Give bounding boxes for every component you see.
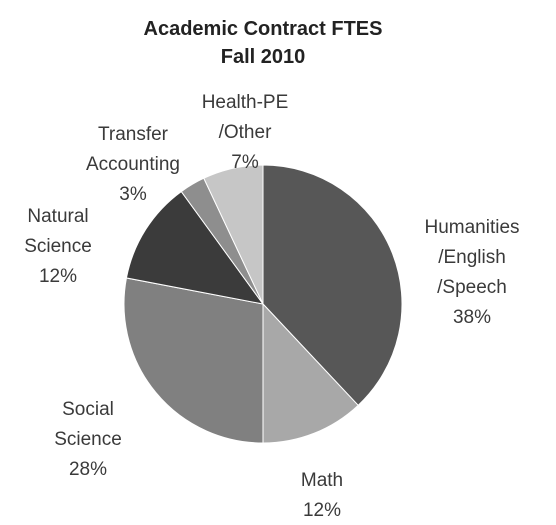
value-label: 12% [39, 266, 77, 287]
slice-label: Health-PE/Other [202, 92, 289, 143]
slice-label: Natural Science [24, 206, 92, 257]
pie-slice [123, 277, 264, 444]
chart-title-line: Fall 2010 [221, 46, 306, 68]
slice-label-line: Health-PE [202, 92, 289, 113]
pie-slice [262, 164, 403, 407]
chart-title: Academic Contract FTES Fall 2010 [144, 18, 383, 68]
value-label: 7% [231, 152, 259, 173]
slice-label-line: Humanities [424, 217, 519, 238]
pie-slice [203, 164, 264, 305]
slice-label-line: /Speech [437, 277, 507, 298]
chart-title-line: Academic Contract FTES [144, 18, 383, 40]
slice-label-line: /English [438, 247, 506, 268]
slice-label-line: /Other [219, 122, 272, 143]
value-label: 3% [119, 184, 147, 205]
pie-slice [125, 190, 265, 305]
slice-label-line: Transfer [98, 124, 169, 145]
slice-label: Math [301, 470, 343, 491]
value-label: 12% [303, 500, 341, 521]
slice-label-line: Accounting [86, 154, 180, 175]
slice-label-line: Social [62, 399, 114, 420]
slice-label-line: Math [301, 470, 343, 491]
value-label: 38% [453, 307, 491, 328]
slice-label-line: Science [54, 429, 122, 450]
slice-label: Social Science [54, 399, 122, 450]
pie-slice [262, 302, 359, 444]
value-label: 28% [69, 459, 107, 480]
slice-label-line: Science [24, 236, 92, 257]
slice-label: Transfer Accounting [86, 124, 180, 175]
slice-label-line: Natural [27, 206, 88, 227]
slice-label: Humanities/English/Speech [424, 217, 519, 298]
